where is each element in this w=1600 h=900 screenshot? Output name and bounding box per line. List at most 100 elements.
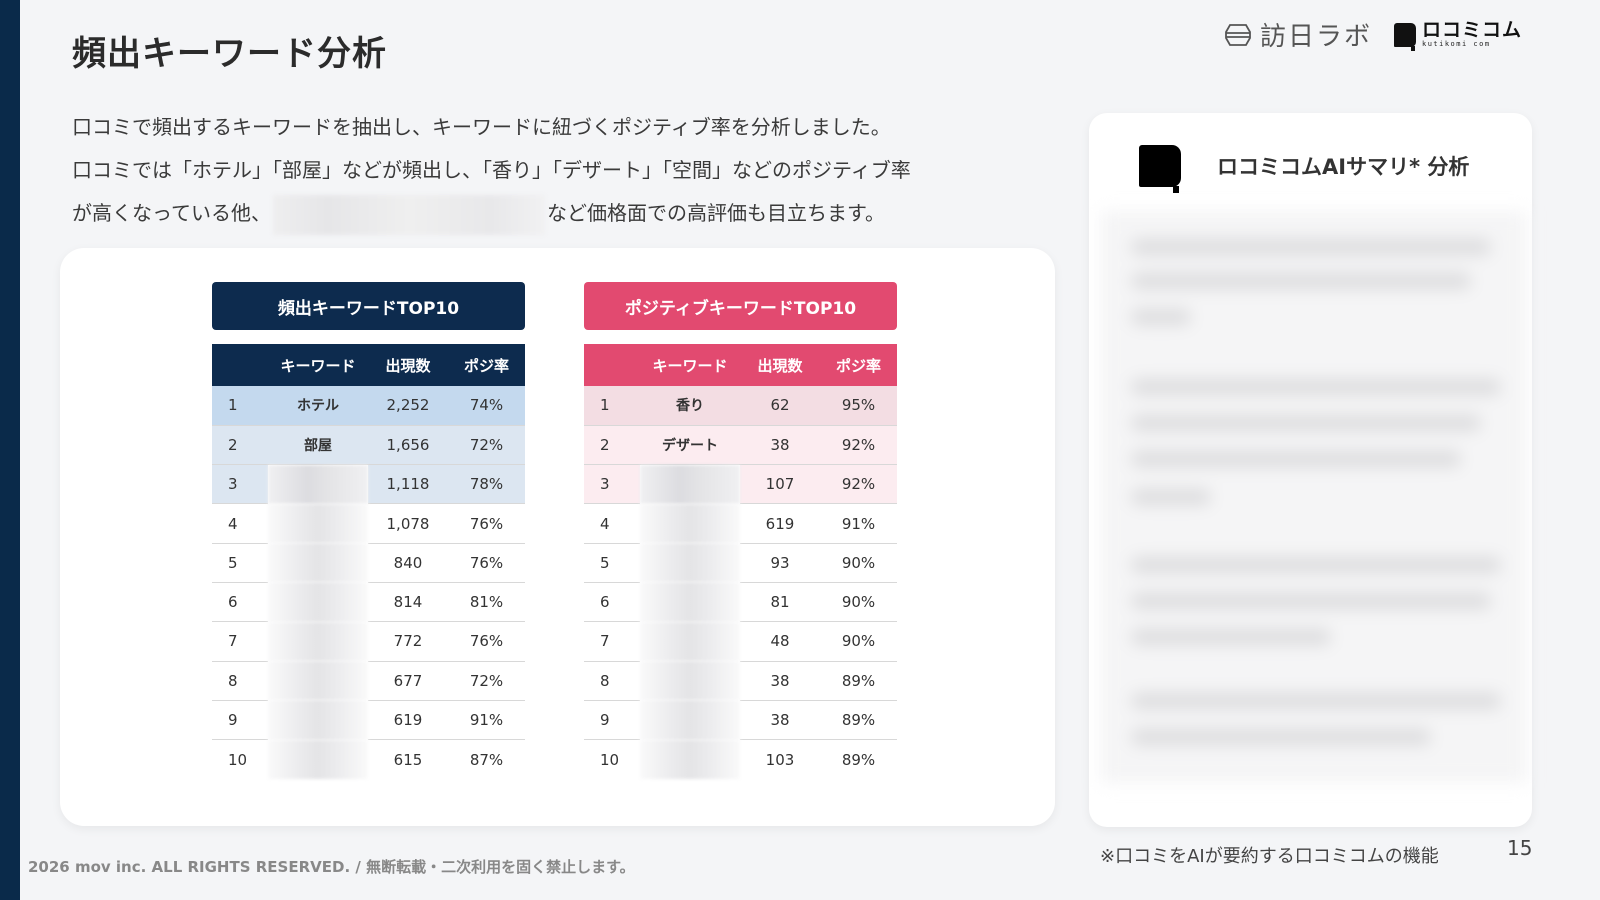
rate-cell: 81% bbox=[448, 582, 525, 623]
redacted-keyword-cell bbox=[268, 543, 368, 583]
rate-cell: 95% bbox=[820, 386, 897, 426]
description-line-3: が高くなっている他、 など価格面での高評価も目立ちます。 bbox=[72, 192, 1062, 235]
table-row: 6 814 81% bbox=[212, 582, 525, 623]
table-row: 2 デザート 38 92% bbox=[584, 425, 897, 466]
rate-cell: 91% bbox=[448, 700, 525, 741]
count-cell: 1,118 bbox=[368, 464, 448, 505]
rate-cell: 72% bbox=[448, 425, 525, 466]
table-row: 4 1,078 76% bbox=[212, 503, 525, 544]
description-line-3-after: など価格面での高評価も目立ちます。 bbox=[547, 201, 885, 225]
table-row: 7 48 90% bbox=[584, 621, 897, 662]
header-keyword: キーワード bbox=[268, 344, 368, 386]
table-row: 8 38 89% bbox=[584, 661, 897, 701]
description-line-3-before: が高くなっている他、 bbox=[72, 201, 271, 225]
rank-cell: 4 bbox=[584, 503, 640, 544]
rate-cell: 91% bbox=[820, 503, 897, 544]
rank-cell: 7 bbox=[584, 621, 640, 662]
count-cell: 93 bbox=[740, 543, 820, 583]
redacted-keyword-cell bbox=[268, 503, 368, 544]
table-row: 3 1,118 78% bbox=[212, 464, 525, 505]
table-row: 7 772 76% bbox=[212, 621, 525, 662]
rank-cell: 10 bbox=[228, 750, 248, 769]
kuchikomi-com-sublabel: kutikomi com bbox=[1421, 40, 1491, 48]
rate-cell: 76% bbox=[448, 503, 525, 544]
redacted-keyword-cell bbox=[640, 503, 740, 544]
rank-cell: 1 bbox=[584, 386, 640, 426]
table-row: 10 103 89% bbox=[584, 739, 897, 779]
rank-cell: 7 bbox=[212, 621, 268, 662]
houjin-lab-label: 訪日ラボ bbox=[1259, 22, 1372, 52]
count-cell: 619 bbox=[368, 700, 448, 741]
header-rate: ポジ率 bbox=[448, 344, 525, 386]
count-cell: 38 bbox=[740, 700, 820, 741]
frequent-keyword-table-block: 頻出キーワードTOP10 キーワード 出現数 ポジ率 1 ホテル 2,252 74% … bbox=[212, 282, 525, 779]
rate-cell: 87% bbox=[469, 750, 504, 769]
table-row: 1 香り 62 95% bbox=[584, 386, 897, 426]
table-header-row: キーワード 出現数 ポジ率 bbox=[584, 344, 897, 386]
rank-cell: 10 bbox=[600, 750, 620, 769]
redacted-keyword-cell bbox=[268, 661, 368, 701]
table-row: 5 93 90% bbox=[584, 543, 897, 583]
rate-cell: 90% bbox=[820, 582, 897, 623]
table-row: 8 677 72% bbox=[212, 661, 525, 701]
kuchikomi-com-label: ロコミコム bbox=[1421, 19, 1522, 41]
rank-cell: 2 bbox=[212, 425, 268, 466]
rate-cell: 90% bbox=[820, 543, 897, 583]
ai-summary-title: ロコミコムAIサマリ* 分析 bbox=[1217, 155, 1470, 179]
count-cell: 103 bbox=[765, 750, 795, 769]
count-cell: 1,078 bbox=[368, 503, 448, 544]
count-cell: 2,252 bbox=[368, 386, 448, 426]
count-cell: 62 bbox=[740, 386, 820, 426]
rank-cell: 3 bbox=[584, 464, 640, 505]
redacted-text bbox=[273, 194, 545, 235]
redacted-ai-summary-body bbox=[1101, 211, 1527, 783]
redacted-keyword-cell bbox=[268, 700, 368, 740]
description-line-2: 口コミでは「ホテル」「部屋」などが頻出し、「香り」「デザート」「空間」などのポジ… bbox=[72, 158, 911, 182]
positive-keyword-table-block: ポジティブキーワードTOP10 キーワード 出現数 ポジ率 1 香り 62 95% 2… bbox=[584, 282, 897, 779]
redacted-keyword-cell bbox=[640, 582, 740, 622]
rate-cell: 89% bbox=[841, 750, 876, 769]
table-row: 10 615 87% bbox=[212, 739, 525, 779]
brand-logos: 訪日ラボ ロコミコム kutikomi com bbox=[1224, 16, 1522, 53]
count-cell: 677 bbox=[368, 661, 448, 701]
redacted-keyword-cell bbox=[268, 739, 368, 779]
table-row: 9 38 89% bbox=[584, 700, 897, 741]
frequent-keyword-table-title: 頻出キーワードTOP10 bbox=[212, 282, 525, 330]
redacted-keyword-cell bbox=[268, 464, 368, 504]
count-cell: 814 bbox=[368, 582, 448, 623]
speech-bubble-icon bbox=[1393, 22, 1416, 51]
redacted-keyword-cell bbox=[268, 621, 368, 662]
count-cell: 1,656 bbox=[368, 425, 448, 466]
count-cell: 81 bbox=[740, 582, 820, 623]
rank-cell: 4 bbox=[212, 503, 268, 544]
count-cell: 619 bbox=[740, 503, 820, 544]
count-cell: 840 bbox=[368, 543, 448, 583]
keyword-cell: デザート bbox=[640, 425, 740, 466]
rank-cell: 1 bbox=[212, 386, 268, 426]
header-rate: ポジ率 bbox=[820, 344, 897, 386]
rank-cell: 6 bbox=[212, 582, 268, 623]
rate-cell: 89% bbox=[820, 661, 897, 701]
rate-cell: 92% bbox=[820, 464, 897, 505]
redacted-keyword-cell bbox=[640, 739, 740, 779]
table-row: 9 619 91% bbox=[212, 700, 525, 741]
keyword-cell: ホテル bbox=[268, 386, 368, 426]
rank-cell: 2 bbox=[584, 425, 640, 466]
rate-cell: 76% bbox=[448, 621, 525, 662]
redacted-keyword-cell bbox=[640, 543, 740, 583]
kuchikomi-com-logo: ロコミコム kutikomi com bbox=[1393, 19, 1522, 51]
rate-cell: 76% bbox=[448, 543, 525, 583]
positive-keyword-table-title: ポジティブキーワードTOP10 bbox=[584, 282, 897, 330]
rank-cell: 9 bbox=[584, 700, 640, 741]
keyword-cell: 香り bbox=[640, 386, 740, 426]
header-count: 出現数 bbox=[368, 344, 448, 386]
rank-cell: 8 bbox=[584, 661, 640, 701]
keyword-cell: 部屋 bbox=[268, 425, 368, 466]
positive-keyword-table: キーワード 出現数 ポジ率 1 香り 62 95% 2 デザート 38 92% 3 107 92… bbox=[584, 344, 897, 779]
table-row: 5 840 76% bbox=[212, 543, 525, 583]
ai-summary-footnote: ※口コミをAIが要約する口コミコムの機能 bbox=[1100, 846, 1439, 867]
page-title: 頻出キーワード分析 bbox=[72, 34, 387, 74]
rank-cell: 9 bbox=[212, 700, 268, 741]
redacted-keyword-cell bbox=[640, 621, 740, 662]
table-row: 1 ホテル 2,252 74% bbox=[212, 386, 525, 426]
